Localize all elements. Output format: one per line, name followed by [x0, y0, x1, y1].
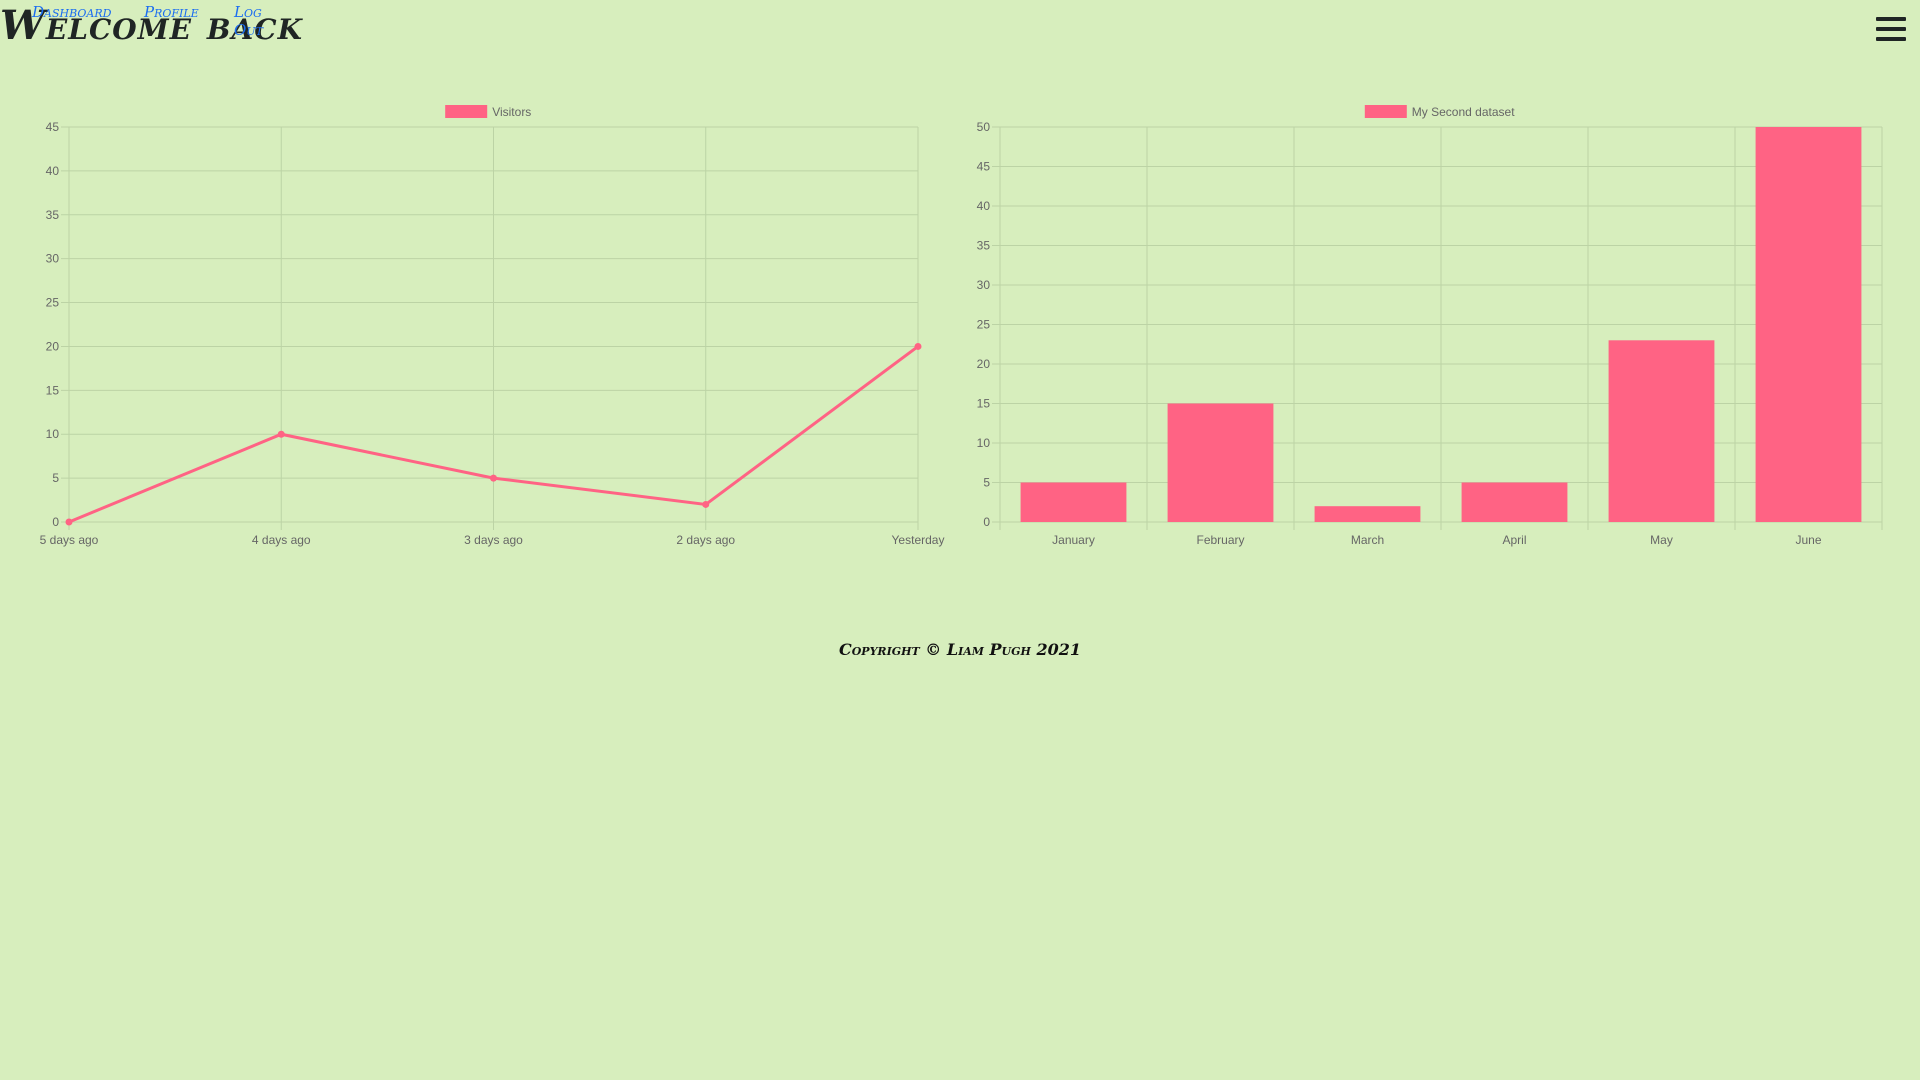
- x-tick-label: 4 days ago: [252, 533, 311, 547]
- legend-swatch: [1364, 105, 1407, 118]
- bar: [1755, 127, 1862, 522]
- site-header: Welcome back Dashboard Profile Log Out: [0, 0, 1920, 60]
- bar: [1314, 506, 1421, 522]
- data-point: [65, 518, 73, 526]
- y-tick-label: 10: [977, 436, 991, 450]
- y-tick-label: 40: [46, 164, 60, 178]
- x-tick-label: April: [1502, 533, 1526, 547]
- y-tick-label: 15: [46, 383, 60, 397]
- bar-chart-svg: My Second dataset 0 5 10 15 20 25 30 35 40 45 50 Jan…: [977, 105, 1883, 547]
- visitors-line-chart: Visitors 0 5 10 15 20 25 30 35 40 45 5 days ago 4 da…: [0, 95, 955, 560]
- y-tick-label: 30: [977, 278, 991, 292]
- x-tick-label: June: [1795, 533, 1821, 547]
- nav-link-profile[interactable]: Profile: [144, 3, 199, 21]
- legend-label: My Second dataset: [1412, 105, 1515, 119]
- x-tick-label: February: [1196, 533, 1244, 547]
- y-tick-label: 0: [52, 515, 59, 529]
- x-tick-label: January: [1052, 533, 1095, 547]
- legend-label: Visitors: [492, 105, 531, 119]
- menu-bar: [1876, 37, 1906, 41]
- data-point: [277, 430, 285, 438]
- x-tick-label: 5 days ago: [40, 533, 99, 547]
- x-tick-label: 3 days ago: [464, 533, 523, 547]
- nav-link-dashboard[interactable]: Dashboard: [32, 3, 112, 21]
- y-tick-label: 40: [977, 199, 991, 213]
- data-point: [490, 474, 497, 482]
- y-tick-label: 25: [46, 296, 60, 310]
- y-tick-label: 5: [983, 476, 990, 490]
- data-point: [702, 500, 710, 508]
- main-nav: Dashboard Profile Log Out: [32, 3, 270, 39]
- menu-bar: [1876, 27, 1906, 31]
- second-dataset-bar-chart: My Second dataset 0 5 10 15 20 25 30 35 40 45 50 Jan…: [960, 95, 1890, 560]
- footer: Copyright © Liam Pugh 2021: [0, 640, 1920, 659]
- bar: [1020, 482, 1127, 522]
- y-tick-label: 25: [977, 318, 991, 332]
- y-tick-label: 35: [977, 239, 991, 253]
- x-tick-label: Yesterday: [892, 533, 945, 547]
- y-tick-label: 15: [977, 397, 991, 411]
- y-tick-label: 20: [977, 357, 991, 371]
- bar: [1608, 340, 1715, 522]
- bar: [1461, 482, 1568, 522]
- x-tick-label: March: [1351, 533, 1384, 547]
- y-tick-label: 50: [977, 120, 991, 134]
- y-tick-label: 30: [46, 252, 60, 266]
- y-tick-label: 35: [46, 208, 60, 222]
- page-title: Welcome back: [0, 2, 303, 49]
- menu-bar: [1876, 17, 1906, 21]
- x-tick-label: 2 days ago: [676, 533, 735, 547]
- hamburger-menu-icon[interactable]: [1876, 17, 1906, 45]
- data-point: [914, 342, 922, 350]
- legend-swatch: [445, 105, 488, 118]
- x-tick-label: May: [1650, 533, 1673, 547]
- line-chart-svg: Visitors 0 5 10 15 20 25 30 35 40 45 5 days ago 4 da…: [40, 105, 945, 547]
- y-tick-label: 0: [983, 515, 990, 529]
- nav-link-logout[interactable]: Log Out: [234, 3, 263, 39]
- y-tick-label: 5: [52, 471, 59, 485]
- y-tick-label: 10: [46, 427, 60, 441]
- y-tick-label: 20: [46, 339, 60, 353]
- copyright-text: Copyright © Liam Pugh 2021: [838, 640, 1082, 659]
- bar: [1167, 403, 1274, 522]
- y-tick-label: 45: [977, 160, 991, 174]
- y-tick-label: 45: [46, 120, 60, 134]
